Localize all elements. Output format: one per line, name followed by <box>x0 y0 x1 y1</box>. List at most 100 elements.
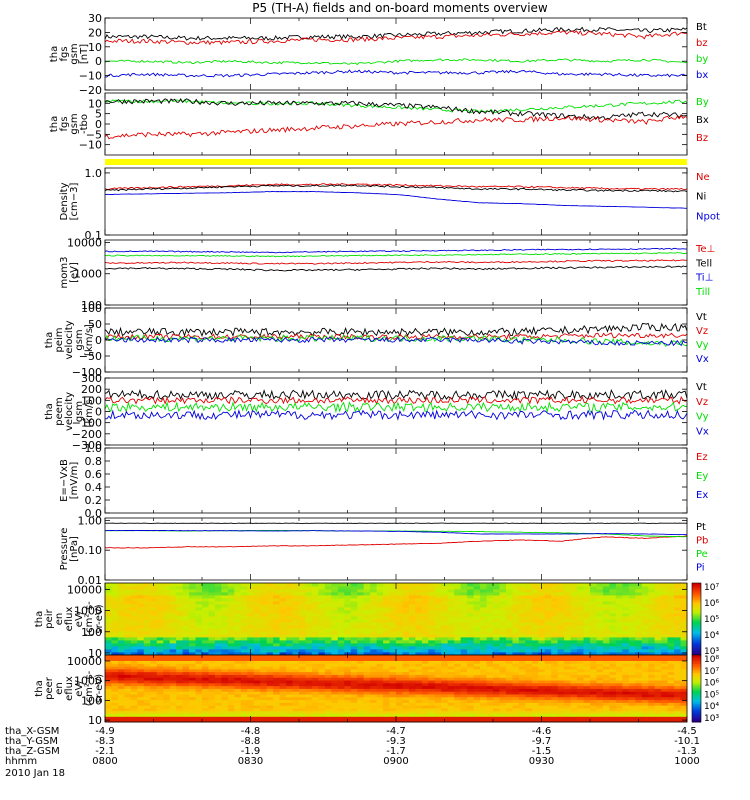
heatmap-cell <box>441 613 449 617</box>
heatmap-cell <box>408 613 416 617</box>
heatmap-cell <box>667 702 675 706</box>
heatmap-cell <box>538 688 546 692</box>
heatmap-cell <box>460 708 468 712</box>
heatmap-cell <box>350 607 358 611</box>
heatmap-cell <box>531 655 539 659</box>
heatmap-cell <box>189 640 196 644</box>
heatmap-cell <box>234 705 242 709</box>
heatmap-cell <box>227 583 235 587</box>
heatmap-cell <box>667 655 675 659</box>
heatmap-cell <box>635 643 643 647</box>
heatmap-cell <box>176 660 183 664</box>
heatmap-cell <box>370 637 377 641</box>
heatmap-cell <box>260 666 268 670</box>
heatmap-cell <box>648 674 656 678</box>
heatmap-cell <box>505 663 513 667</box>
heatmap-cell <box>318 691 326 695</box>
heatmap-cell <box>505 619 513 623</box>
heatmap-cell <box>570 655 578 659</box>
heatmap-cell <box>286 637 293 641</box>
heatmap-cell <box>344 595 352 599</box>
heatmap-cell <box>370 616 377 620</box>
heatmap-cell <box>480 589 487 593</box>
heatmap-cell <box>182 604 190 608</box>
heatmap-cell <box>564 646 571 650</box>
heatmap-cell <box>421 595 429 599</box>
date-label: 2010 Jan 18 <box>5 768 65 779</box>
heatmap-cell <box>654 652 662 656</box>
heatmap-cell <box>318 660 326 664</box>
heatmap-cell <box>143 604 151 608</box>
heatmap-cell <box>480 631 487 635</box>
heatmap-cell <box>260 631 268 635</box>
heatmap-cell <box>266 696 274 701</box>
y-tick-label: 0.1 <box>85 229 103 242</box>
heatmap-cell <box>337 691 345 695</box>
heatmap-cell <box>408 607 416 611</box>
heatmap-cell <box>402 655 410 659</box>
heatmap-cell <box>182 719 190 723</box>
series-line-red <box>104 535 688 549</box>
heatmap-cell <box>557 643 565 647</box>
heatmap-cell <box>518 637 526 641</box>
heatmap-cell <box>318 631 326 635</box>
heatmap-cell <box>273 682 280 687</box>
heatmap-cell <box>376 631 384 635</box>
heatmap-cell <box>344 613 352 617</box>
heatmap-cell <box>357 680 365 684</box>
heatmap-cell <box>512 631 520 635</box>
heatmap-cell <box>143 622 151 626</box>
heatmap-cell <box>234 666 242 670</box>
heatmap-cell <box>531 589 539 593</box>
heatmap-cell <box>493 660 500 664</box>
heatmap-cell <box>538 691 546 695</box>
heatmap-cell <box>195 595 203 599</box>
heatmap-cell <box>590 685 597 689</box>
heatmap-cell <box>525 708 533 712</box>
heatmap-cell <box>583 696 591 701</box>
heatmap-cell <box>182 619 190 623</box>
heatmap-cell <box>189 719 196 723</box>
heatmap-cell <box>667 682 675 687</box>
heatmap-cell <box>111 625 119 629</box>
heatmap-cell <box>551 610 559 614</box>
heatmap-cell <box>564 696 571 701</box>
heatmap-cell <box>221 657 229 661</box>
heatmap-cell <box>421 616 429 620</box>
heatmap-cell <box>628 625 636 629</box>
heatmap-cell <box>654 708 662 712</box>
heatmap-cell <box>337 592 345 596</box>
heatmap-cell <box>337 685 345 689</box>
heatmap-cell <box>570 657 578 661</box>
heatmap-cell <box>421 694 429 698</box>
heatmap-cell <box>337 674 345 678</box>
heatmap-cell <box>486 668 494 673</box>
heatmap-cell <box>447 674 455 678</box>
heatmap-cell <box>389 583 397 587</box>
heatmap-cell <box>357 598 365 602</box>
heatmap-cell <box>583 663 591 667</box>
heatmap-cell <box>421 677 429 681</box>
heatmap-cell <box>531 716 539 720</box>
heatmap-cell <box>311 592 319 596</box>
heatmap-cell <box>473 657 481 661</box>
heatmap-cell <box>227 637 235 641</box>
heatmap-cell <box>641 595 649 599</box>
heatmap-cell <box>421 628 429 632</box>
heatmap-cell <box>221 696 229 701</box>
heatmap-cell <box>318 705 326 709</box>
heatmap-cell <box>357 682 365 687</box>
heatmap-cell <box>615 674 623 678</box>
heatmap-cell <box>596 631 604 635</box>
heatmap-cell <box>680 646 688 650</box>
heatmap-cell <box>130 586 138 590</box>
heatmap-cell <box>538 680 546 684</box>
heatmap-cell <box>234 691 242 695</box>
heatmap-cell <box>247 671 255 675</box>
heatmap-cell <box>376 708 384 712</box>
heatmap-cell <box>661 708 668 712</box>
heatmap-cell <box>577 674 584 678</box>
heatmap-cell <box>169 598 177 602</box>
heatmap-cell <box>260 710 268 715</box>
